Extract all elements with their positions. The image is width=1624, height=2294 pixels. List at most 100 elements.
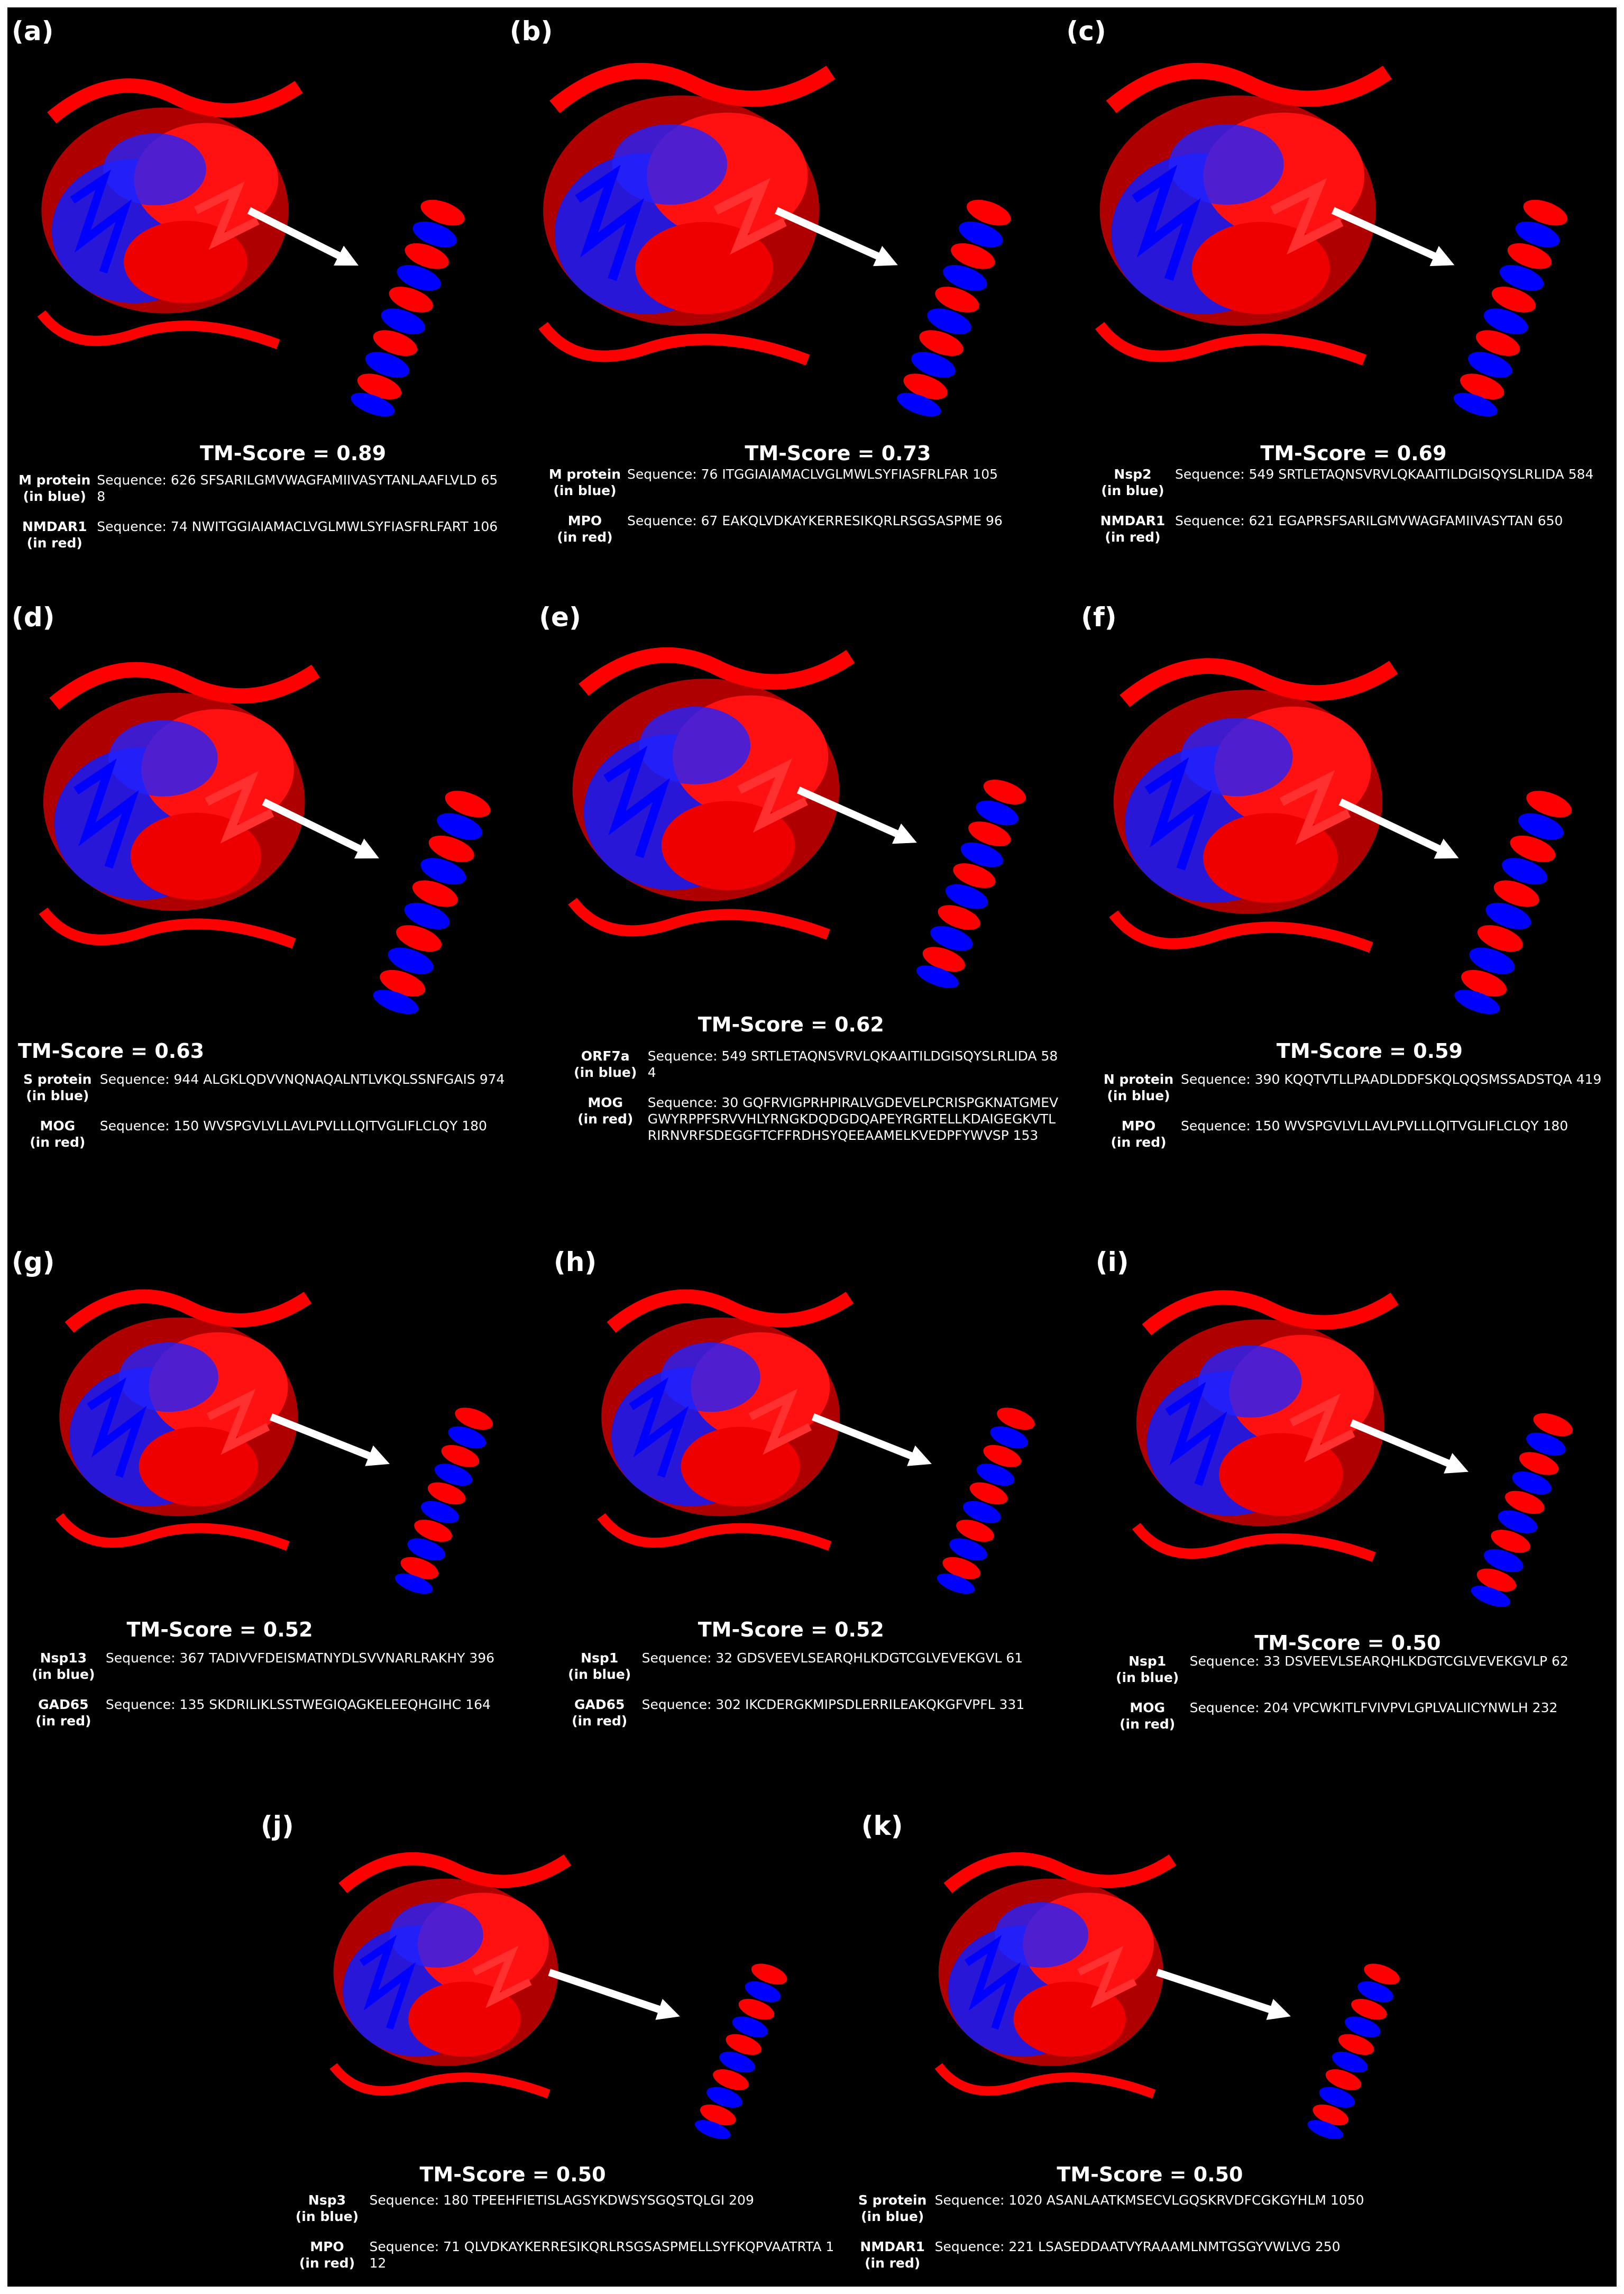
- aligned-helix: [1468, 1409, 1576, 1611]
- protein: NMDAR1: [22, 518, 87, 534]
- aligned-helix: [894, 194, 1014, 422]
- color-note: (in red): [1105, 529, 1161, 545]
- sequence: Sequence: 549 SRTLETAQNSVRVLQKAAITILDGIS…: [1175, 466, 1594, 482]
- structure-panel: [573, 655, 1030, 993]
- alignment-row: S protein (in blue) Sequence: 944 ALGKLQDV…: [21, 1071, 526, 1104]
- arrow: [262, 798, 379, 859]
- panel-label: (a): [12, 16, 54, 47]
- protein-name: MPO (in red): [548, 513, 622, 545]
- tm-score: TM-Score = 0.63: [18, 1039, 205, 1063]
- color-note: (in red): [1120, 1716, 1176, 1732]
- color-note: (in blue): [26, 1087, 89, 1103]
- alignment-row: Nsp2 (in blue) Sequence: 549 SRTLETAQNSVRV…: [1096, 466, 1601, 499]
- sequence: Sequence: 944 ALGKLQDVVNQNAQALNTLVKQLSSN…: [99, 1071, 505, 1087]
- alignment-row: Nsp1 (in blue) Sequence: 32 GDSVEEVLSEARQH…: [563, 1650, 1068, 1683]
- protein-name: S protein (in blue): [856, 2192, 930, 2225]
- figure-background: [7, 7, 1617, 2287]
- color-note: (in blue): [574, 1064, 637, 1080]
- sequence-block: S protein (in blue) Sequence: 944 ALGKLQDV…: [21, 1071, 526, 1164]
- structure-panel: [1136, 1297, 1576, 1611]
- sequence-block: Nsp2 (in blue) Sequence: 549 SRTLETAQNSVRV…: [1096, 466, 1601, 559]
- arrow: [1331, 207, 1455, 267]
- sequence-block: ORF7a (in blue) Sequence: 549 SRTLETAQNSVR…: [568, 1048, 1059, 1157]
- tm-score: TM-Score = 0.73: [745, 441, 931, 465]
- protein-structure: [601, 1296, 850, 1546]
- color-note: (in red): [30, 1134, 86, 1150]
- panel-label: (g): [12, 1246, 55, 1277]
- sequence: Sequence: 549 SRTLETAQNSVRVLQKAAITILDGIS…: [647, 1048, 1058, 1080]
- sequence: Sequence: 135 SKDRILIKLSSTWEGIQAGKELEEQH…: [105, 1697, 491, 1713]
- alignment-row: N protein (in blue) Sequence: 390 KQQTVTLL…: [1102, 1071, 1607, 1104]
- protein-name: GAD65 (in red): [26, 1696, 100, 1729]
- protein: MPO: [1121, 1118, 1156, 1134]
- protein: S protein: [858, 2192, 927, 2208]
- tm-score: TM-Score = 0.52: [126, 1618, 313, 1641]
- tm-score: TM-Score = 0.89: [199, 441, 387, 465]
- alignment-row: MOG (in red) Sequence: 204 VPCWKITLFVIVPVL…: [1111, 1699, 1616, 1732]
- panel-label: (d): [12, 602, 55, 633]
- protein: MOG: [40, 1118, 76, 1134]
- sequence: Sequence: 150 WVSPGVLVLLAVLPVLLLQITVGLIF…: [99, 1118, 487, 1134]
- arrow: [811, 1413, 932, 1466]
- sequence: Sequence: 32 GDSVEEVLSEARQHLKDGTCGLVEVEK…: [641, 1650, 1023, 1666]
- alignment-row: MPO (in red) Sequence: 71 QLVDKAYKERRESIKQ…: [290, 2238, 839, 2271]
- alignment-row: NMDAR1 (in red) Sequence: 74 NWITGGIAIAMAC…: [17, 518, 501, 551]
- sequence: Sequence: 367 TADIVVFDEISMATNYDLSVVNARLR…: [105, 1650, 495, 1666]
- aligned-helix: [347, 194, 469, 422]
- tm-score: TM-Score = 0.50: [1057, 2163, 1243, 2187]
- protein-name: MPO (in red): [290, 2238, 364, 2271]
- protein-name: Nsp1 (in blue): [563, 1650, 637, 1683]
- protein-name: S protein (in blue): [21, 1071, 95, 1104]
- sequence-block: Nsp1 (in blue) Sequence: 32 GDSVEEVLSEARQH…: [563, 1650, 1068, 1743]
- sequence: Sequence: 1020 ASANLAATKMSECVLGQSKRVDFCG…: [934, 2192, 1364, 2208]
- aligned-helix: [1451, 194, 1571, 422]
- arrow: [1338, 798, 1459, 859]
- arrow: [548, 1969, 680, 2020]
- alignment-row: S protein (in blue) Sequence: 1020 ASANLAA…: [856, 2192, 1405, 2225]
- protein-name: Nsp1 (in blue): [1111, 1653, 1185, 1686]
- sequence: Sequence: 67 EAKQLVDKAYKERRESIKQRLRSGSAS…: [627, 513, 1003, 528]
- sequence: Sequence: 74 NWITGGIAIAMACLVGLMWLSYFIASF…: [97, 518, 498, 534]
- sequence-block: Nsp3 (in blue) Sequence: 180 TPEEHFIETISLA…: [290, 2192, 839, 2285]
- sequence: Sequence: 180 TPEEHFIETISLAGSYKDWSYSGQST…: [369, 2192, 754, 2208]
- color-note: (in blue): [861, 2208, 924, 2224]
- color-note: (in red): [299, 2255, 355, 2271]
- structure-panel: [1114, 666, 1575, 1019]
- color-note: (in blue): [1116, 1669, 1179, 1685]
- protein: ORF7a: [581, 1048, 630, 1064]
- protein-name: Nsp3 (in blue): [290, 2192, 364, 2225]
- aligned-helix: [1305, 1959, 1403, 2143]
- aligned-helix: [1451, 785, 1575, 1019]
- protein: M protein: [548, 466, 621, 482]
- protein: MOG: [588, 1094, 623, 1110]
- protein: MPO: [310, 2238, 344, 2254]
- color-note: (in blue): [295, 2208, 359, 2224]
- sequence: Sequence: 204 VPCWKITLFVIVPVLGPLVALIICYN…: [1189, 1699, 1558, 1715]
- protein-structure: [333, 1859, 567, 2094]
- protein-name: Nsp2 (in blue): [1096, 466, 1170, 499]
- color-note: (in red): [572, 1713, 628, 1729]
- protein: NMDAR1: [1100, 513, 1166, 528]
- alignment-row: NMDAR1 (in red) Sequence: 621 EGAPRSFSARIL…: [1096, 513, 1601, 545]
- color-note: (in blue): [1107, 1087, 1170, 1103]
- tm-score: TM-Score = 0.62: [698, 1013, 884, 1036]
- sequence-block: M protein (in blue) Sequence: 76 ITGGIAIAM…: [548, 466, 1053, 559]
- protein-name: NMDAR1 (in red): [856, 2238, 930, 2271]
- protein-name: M protein (in blue): [548, 466, 622, 499]
- tm-score: TM-Score = 0.52: [698, 1618, 884, 1641]
- aligned-helix: [392, 1403, 496, 1598]
- alignment-row: M protein (in blue) Sequence: 626 SFSARILG…: [17, 472, 501, 505]
- arrow: [796, 787, 917, 844]
- protein-name: NMDAR1 (in red): [1096, 513, 1170, 545]
- structure-panel: [939, 1859, 1403, 2143]
- sequence-block: M protein (in blue) Sequence: 626 SFSARILG…: [17, 472, 501, 565]
- sequence: Sequence: 71 QLVDKAYKERRESIKQRLRSGSASPME…: [369, 2238, 834, 2271]
- sequence: Sequence: 390 KQQTVTLLPAADLDDFSKQLQQSMSS…: [1181, 1071, 1602, 1087]
- sequence-block: Nsp1 (in blue) Sequence: 33 DSVEEVLSEARQHL…: [1111, 1653, 1616, 1746]
- sequence-block: N protein (in blue) Sequence: 390 KQQTVTLL…: [1102, 1071, 1607, 1164]
- color-note: (in blue): [553, 482, 617, 498]
- protein-name: ORF7a (in blue): [568, 1048, 643, 1081]
- arrow: [1156, 1969, 1291, 2020]
- panel-label: (h): [553, 1246, 597, 1277]
